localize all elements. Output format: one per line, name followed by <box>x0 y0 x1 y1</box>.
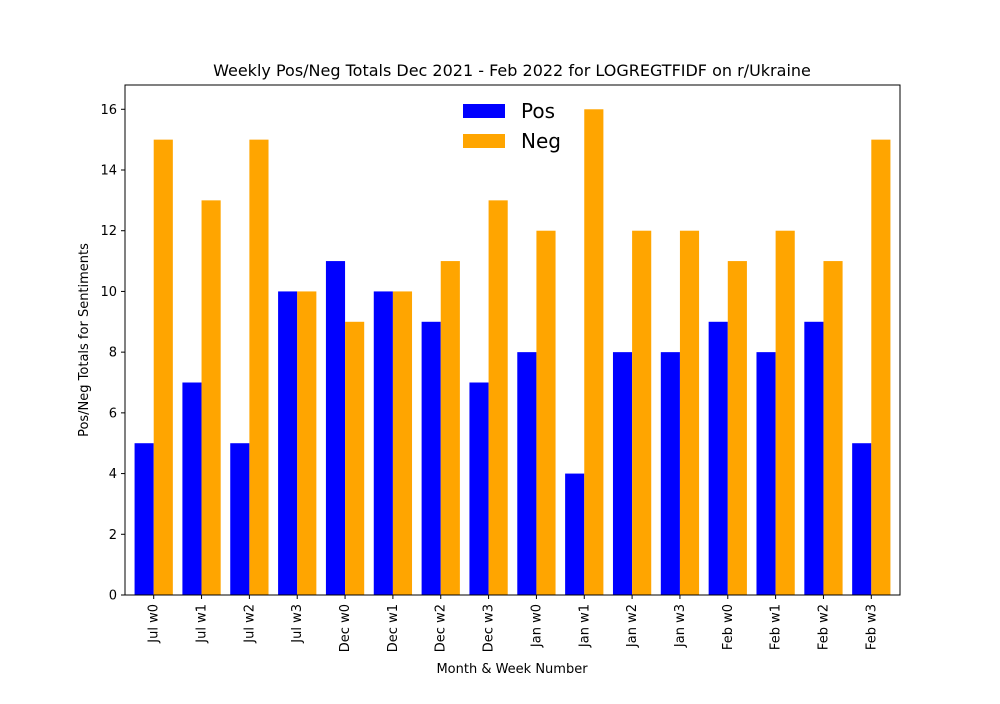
bar-pos-jan-w3 <box>660 352 680 595</box>
bar-neg-feb-w3 <box>871 139 891 595</box>
x-tick-label: Jul w2 <box>242 604 257 644</box>
x-tick-label: Dec w3 <box>482 604 497 652</box>
x-tick-label: Jan w0 <box>529 604 544 648</box>
bar-neg-jan-w2 <box>632 230 652 595</box>
bar-pos-dec-w0 <box>325 261 346 595</box>
x-tick-label: Jan w3 <box>673 604 688 648</box>
y-tick-label: 6 <box>109 406 117 421</box>
legend-swatch-pos <box>463 104 505 118</box>
plot-frame <box>124 84 901 596</box>
y-axis-label: Pos/Neg Totals for Sentiments <box>77 243 92 437</box>
bar-pos-dec-w1 <box>373 291 393 595</box>
bar-pos-jul-w3 <box>278 291 298 595</box>
bar-neg-dec-w1 <box>392 291 413 595</box>
y-tick-label: 12 <box>100 224 117 239</box>
x-tick-label: Dec w0 <box>338 604 353 652</box>
bar-neg-dec-w3 <box>488 200 508 595</box>
y-tick-label: 2 <box>109 528 117 543</box>
bar-pos-jan-w2 <box>612 352 633 595</box>
bar-pos-jan-w1 <box>565 473 585 595</box>
y-tick-label: 14 <box>100 164 117 179</box>
bar-neg-jan-w1 <box>584 109 604 596</box>
x-tick-label: Jul w3 <box>290 604 305 644</box>
bar-pos-dec-w3 <box>469 382 489 595</box>
legend: Pos Neg <box>463 99 561 153</box>
legend-swatch-neg <box>463 134 505 148</box>
bar-pos-feb-w0 <box>708 321 728 595</box>
x-tick-label: Jul w1 <box>195 604 210 644</box>
chart-title: Weekly Pos/Neg Totals Dec 2021 - Feb 202… <box>213 61 811 80</box>
legend-label-neg: Neg <box>521 129 561 153</box>
bar-pos-jul-w1 <box>182 382 202 595</box>
bar-neg-dec-w0 <box>345 321 365 595</box>
bar-pos-feb-w1 <box>756 352 776 595</box>
x-tick-label: Feb w1 <box>769 604 784 650</box>
x-tick-label: Jan w1 <box>577 604 592 648</box>
y-tick-label: 16 <box>100 103 117 118</box>
bar-pos-jul-w2 <box>230 443 250 595</box>
y-tick-label: 4 <box>109 467 117 482</box>
bar-neg-feb-w2 <box>823 261 843 595</box>
bars-group <box>134 109 891 596</box>
y-tick-label: 10 <box>100 285 117 300</box>
bar-pos-feb-w2 <box>804 321 824 595</box>
bar-neg-dec-w2 <box>440 261 460 595</box>
bar-pos-feb-w3 <box>852 443 872 595</box>
bar-neg-jul-w0 <box>153 139 173 595</box>
bar-pos-dec-w2 <box>421 321 441 595</box>
y-tick-label: 8 <box>109 346 117 361</box>
legend-label-pos: Pos <box>521 99 555 123</box>
x-tick-label: Dec w2 <box>434 604 449 652</box>
bar-neg-jan-w0 <box>536 230 556 595</box>
bar-pos-jul-w0 <box>134 443 154 595</box>
bar-neg-feb-w0 <box>727 261 747 595</box>
x-axis-label: Month & Week Number <box>436 662 588 677</box>
x-tick-label: Feb w3 <box>864 604 879 650</box>
y-axis: 0 2 4 6 8 10 12 14 16 <box>100 103 125 604</box>
bar-neg-jul-w3 <box>297 291 317 595</box>
bar-neg-jan-w3 <box>679 230 700 595</box>
bar-neg-jul-w2 <box>249 139 269 595</box>
bar-pos-jan-w0 <box>517 352 537 595</box>
y-tick-label: 0 <box>109 589 117 604</box>
bar-neg-jul-w1 <box>201 200 221 595</box>
bar-neg-feb-w1 <box>775 230 795 595</box>
x-tick-label: Feb w2 <box>816 604 831 650</box>
x-tick-label: Jan w2 <box>625 604 640 648</box>
x-axis: Jul w0 Jul w1 Jul w2 Jul w3 Dec w0 Dec w1 Dec … <box>147 595 879 652</box>
x-tick-label: Feb w0 <box>721 604 736 650</box>
x-tick-label: Dec w1 <box>386 604 401 652</box>
x-tick-label: Jul w0 <box>147 604 162 644</box>
